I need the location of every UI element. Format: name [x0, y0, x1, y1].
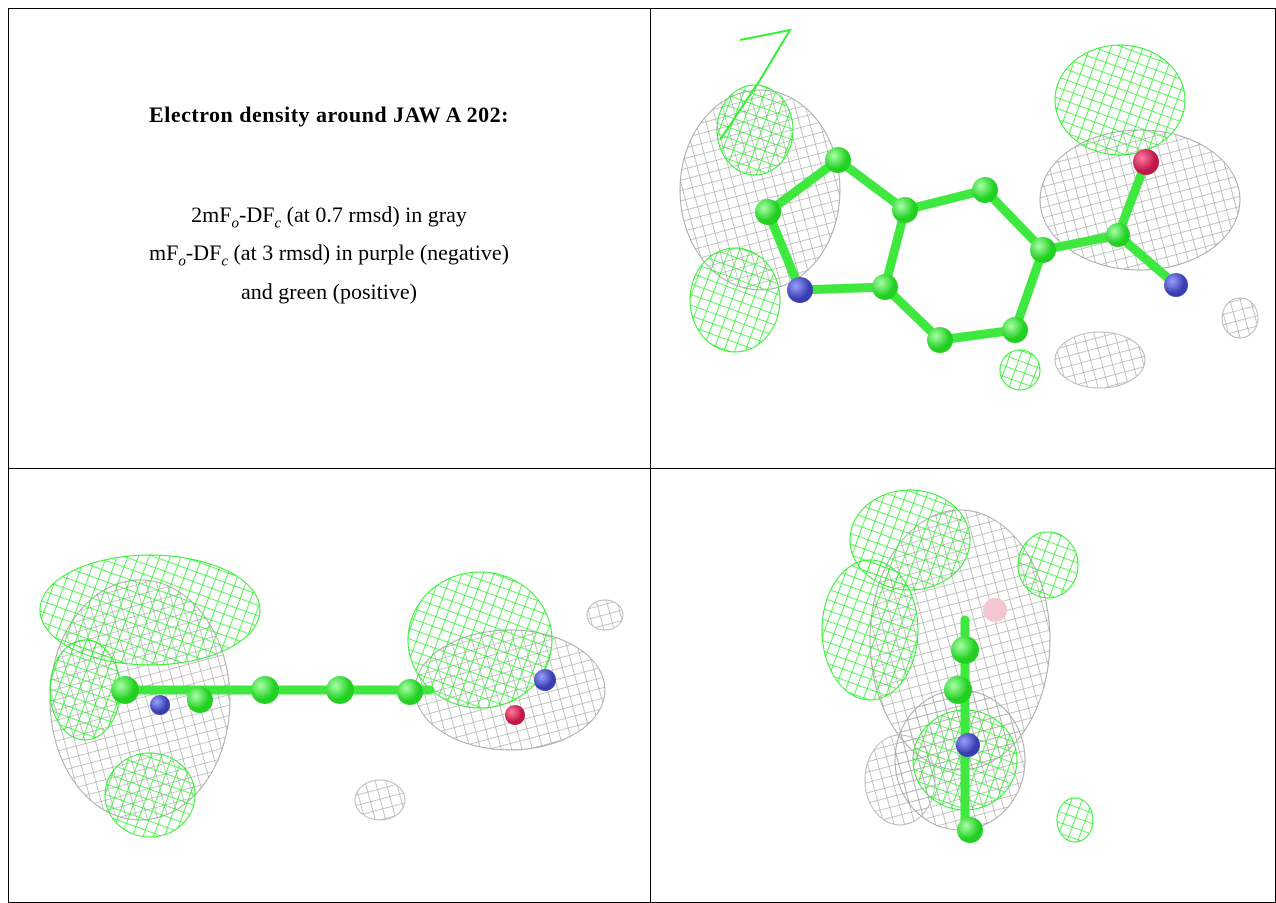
caption-line: 2mFo-DFc (at 0.7 rmsd) in gray [8, 200, 650, 238]
caption-text: and green (positive) [241, 278, 417, 304]
subscript: o [231, 215, 240, 232]
caption-line: mFo-DFc (at 3 rmsd) in purple (negative) [8, 238, 650, 276]
caption-text: 2mF [191, 202, 232, 227]
caption-line: and green (positive) [8, 277, 650, 307]
density-view-top [679, 28, 1259, 391]
caption-text: (at 3 rmsd) in purple (negative) [227, 240, 509, 266]
subscript: c [221, 253, 228, 270]
caption-text: (at 0.7 rmsd) in gray [281, 202, 467, 227]
density-view-side [39, 554, 624, 838]
caption-text: -DF [185, 240, 222, 266]
panel-title: Electron density around JAW A 202: [149, 102, 509, 127]
caption-text: -DF [239, 202, 275, 227]
density-view-end [821, 489, 1094, 843]
legend-caption: 2mFo-DFc (at 0.7 rmsd) in gray mFo-DFc (a… [8, 200, 650, 307]
caption-text: mF [149, 240, 179, 266]
subscript: c [274, 215, 282, 232]
subscript: o [178, 253, 186, 270]
